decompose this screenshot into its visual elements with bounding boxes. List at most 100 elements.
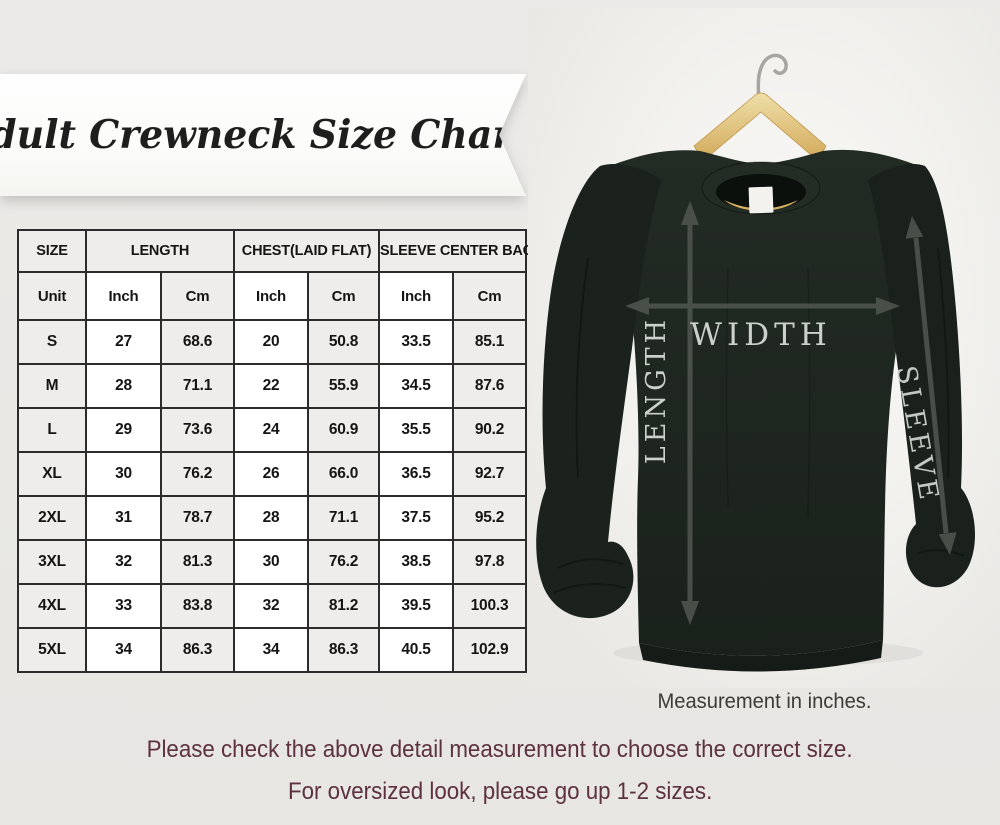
- table-cell: 26: [233, 451, 310, 497]
- table-cell: 68.6: [159, 319, 236, 365]
- table-cell: 5XL: [17, 627, 87, 673]
- table-cell: S: [17, 319, 87, 365]
- sleeve-arrow: [913, 237, 949, 534]
- table-cell: 33.5: [378, 319, 455, 365]
- table-cell: 76.2: [307, 539, 381, 585]
- table-cell: 38.5: [378, 539, 455, 585]
- table-cell: 28: [85, 363, 162, 409]
- footer-note-2: For oversized look, please go up 1-2 siz…: [0, 778, 1000, 806]
- unit-header: Unit: [17, 271, 87, 321]
- footer-note-1: Please check the above detail measuremen…: [0, 736, 1000, 764]
- unit-header: Inch: [85, 271, 162, 321]
- table-row: S 27 68.6 20 50.8 33.5 85.1: [17, 319, 528, 365]
- fabric-creases: [552, 247, 965, 594]
- table-cell: 85.1: [452, 319, 528, 365]
- table-cell: 71.1: [159, 363, 236, 409]
- table-cell: 71.1: [307, 495, 381, 541]
- table-cell: 87.6: [452, 363, 528, 409]
- table-cell: 50.8: [307, 319, 381, 365]
- sweatshirt-hem-band: [639, 640, 883, 672]
- width-label: WIDTH: [690, 317, 832, 353]
- table-cell: 66.0: [307, 451, 381, 497]
- unit-header: Cm: [452, 271, 528, 321]
- table-cell: 102.9: [452, 627, 528, 673]
- table-cell: 60.9: [307, 407, 381, 453]
- table-cell: M: [17, 363, 87, 409]
- table-cell: 86.3: [159, 627, 236, 673]
- table-cell: 34: [85, 627, 162, 673]
- banner-ribbon: Adult Crewneck Size Chart: [0, 74, 526, 196]
- table-cell: L: [17, 407, 87, 453]
- table-cell: 55.9: [307, 363, 381, 409]
- table-row: XL 30 76.2 26 66.0 36.5 92.7: [17, 451, 528, 497]
- table-cell: 27: [85, 319, 162, 365]
- table-cell: 92.7: [452, 451, 528, 497]
- table-cell: 100.3: [452, 583, 528, 629]
- column-header-size: SIZE: [17, 229, 87, 273]
- footer-note-2-text: For oversized look, please go up 1-2 siz…: [287, 778, 713, 805]
- table-cell: 95.2: [452, 495, 528, 541]
- sweatshirt-photo: WIDTH LENGTH SLEEVE: [528, 8, 1000, 688]
- column-header-chest: CHEST(LAID FLAT): [233, 229, 381, 273]
- table-cell: 32: [85, 539, 162, 585]
- banner-shape: Adult Crewneck Size Chart: [0, 74, 526, 196]
- table-cell: 73.6: [159, 407, 236, 453]
- table-unit-row: Unit Inch Cm Inch Cm Inch Cm: [17, 271, 528, 321]
- table-cell: 2XL: [17, 495, 87, 541]
- unit-header: Cm: [307, 271, 381, 321]
- table-cell: 31: [85, 495, 162, 541]
- table-cell: 30: [233, 539, 310, 585]
- measure-arrows: [625, 201, 957, 625]
- unit-header: Inch: [233, 271, 310, 321]
- table-cell: 97.8: [452, 539, 528, 585]
- table-row: 2XL 31 78.7 28 71.1 37.5 95.2: [17, 495, 528, 541]
- table-row: 3XL 32 81.3 30 76.2 38.5 97.8: [17, 539, 528, 585]
- table-cell: 22: [233, 363, 310, 409]
- column-header-sleeve: SLEEVE CENTER BACK: [378, 229, 543, 273]
- table-cell: 76.2: [159, 451, 236, 497]
- table-cell: 81.2: [307, 583, 381, 629]
- table-cell: 34.5: [378, 363, 455, 409]
- table-cell: 33: [85, 583, 162, 629]
- sweatshirt-body: [600, 149, 925, 656]
- hanger-bar-through-neck: [724, 200, 798, 211]
- table-row: 4XL 33 83.8 32 81.2 39.5 100.3: [17, 583, 528, 629]
- right-sleeve: [868, 163, 976, 588]
- table-header-row: SIZE LENGTH CHEST(LAID FLAT) SLEEVE CENT…: [17, 229, 543, 273]
- table-cell: 40.5: [378, 627, 455, 673]
- table-cell: 28: [233, 495, 310, 541]
- photo-caption-text: Measurement in inches.: [656, 690, 872, 713]
- table-cell: 32: [233, 583, 310, 629]
- unit-header: Cm: [159, 271, 236, 321]
- table-cell: 20: [233, 319, 310, 365]
- neck-tag: [748, 186, 774, 214]
- length-label: LENGTH: [641, 316, 672, 464]
- page-title: Adult Crewneck Size Chart: [0, 112, 530, 158]
- table-cell: 81.3: [159, 539, 236, 585]
- table-cell: 37.5: [378, 495, 455, 541]
- table-cell: 83.8: [159, 583, 236, 629]
- table-cell: 4XL: [17, 583, 87, 629]
- table-cell: 34: [233, 627, 310, 673]
- table-cell: 35.5: [378, 407, 455, 453]
- table-cell: 39.5: [378, 583, 455, 629]
- table-cell: 29: [85, 407, 162, 453]
- unit-header: Inch: [378, 271, 455, 321]
- table-cell: 36.5: [378, 451, 455, 497]
- footer-note-1-text: Please check the above detail measuremen…: [147, 736, 853, 763]
- left-sleeve: [536, 163, 662, 619]
- table-cell: 3XL: [17, 539, 87, 585]
- table-cell: XL: [17, 451, 87, 497]
- hanger-hook-icon: [756, 53, 788, 105]
- table-cell: 90.2: [452, 407, 528, 453]
- table-row: M 28 71.1 22 55.9 34.5 87.6: [17, 363, 528, 409]
- table-cell: 78.7: [159, 495, 236, 541]
- table-row: L 29 73.6 24 60.9 35.5 90.2: [17, 407, 528, 453]
- size-table: SIZE LENGTH CHEST(LAID FLAT) SLEEVE CENT…: [17, 229, 543, 673]
- table-cell: 24: [233, 407, 310, 453]
- table-cell: 30: [85, 451, 162, 497]
- column-header-length: LENGTH: [84, 229, 236, 273]
- table-row: 5XL 34 86.3 34 86.3 40.5 102.9: [17, 627, 528, 673]
- table-cell: 86.3: [307, 627, 381, 673]
